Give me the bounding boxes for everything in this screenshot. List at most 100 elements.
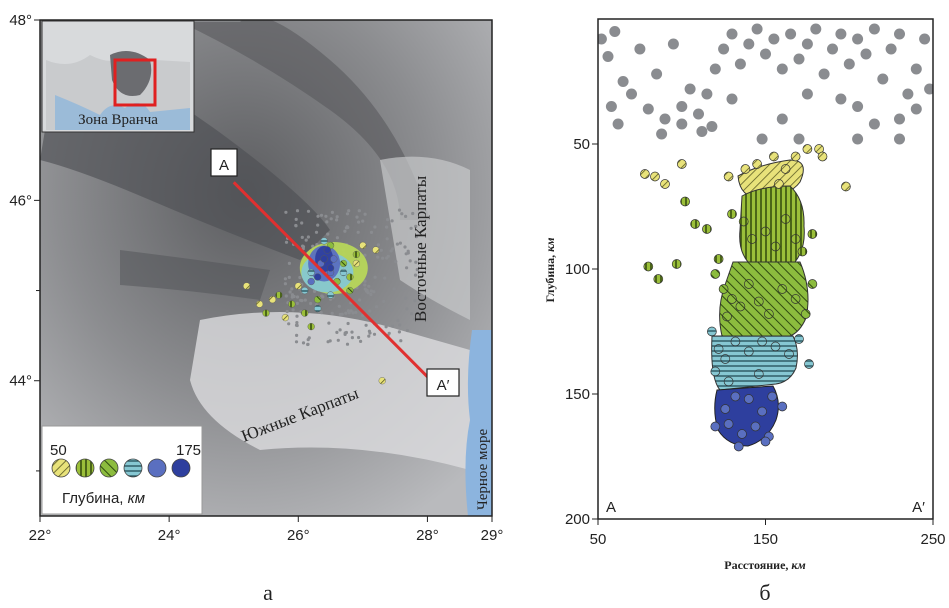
section-event-point (758, 337, 767, 346)
shallow-event-point (286, 310, 289, 313)
section-event-point (778, 402, 787, 411)
depth-legend: 50 175 Глубина, км (42, 426, 202, 514)
section-event-point (728, 295, 737, 304)
shallow-event-point (347, 209, 350, 212)
section-event-point (609, 26, 620, 37)
section-event-point (651, 69, 662, 80)
section-event-point (681, 197, 690, 206)
shallow-event-point (347, 322, 350, 325)
section-event-point (781, 215, 790, 224)
section-event-point (835, 29, 846, 40)
shallow-event-point (324, 215, 327, 218)
shallow-event-point (285, 294, 288, 297)
section-xlabel: Расстояние, км (724, 558, 805, 572)
section-event-point (785, 350, 794, 359)
shallow-event-point (290, 287, 293, 290)
shallow-event-point (299, 299, 302, 302)
section-event-point (835, 94, 846, 105)
shallow-event-point (344, 312, 347, 315)
depth-event-point (295, 283, 302, 290)
shallow-event-point (321, 295, 324, 298)
section-y-tick-label: 50 (573, 136, 590, 153)
inset-map: Зона Вранча (42, 21, 194, 132)
shallow-event-point (385, 256, 388, 259)
section-event-point (672, 260, 681, 269)
shallow-event-point (376, 256, 379, 259)
shallow-event-point (404, 297, 407, 300)
shallow-event-point (405, 307, 408, 310)
shallow-event-point (405, 252, 408, 255)
shallow-event-point (367, 335, 370, 338)
shallow-event-point (315, 231, 318, 234)
section-event-point (710, 64, 721, 75)
section-event-point (894, 134, 905, 145)
shallow-event-point (368, 310, 371, 313)
section-event-point (718, 44, 729, 55)
section-event-point (728, 210, 737, 219)
shallow-event-point (306, 343, 309, 346)
section-event-point (869, 119, 880, 130)
section-event-point (714, 255, 723, 264)
region-label-black-sea: Черное море (475, 428, 491, 510)
shallow-event-point (381, 257, 384, 260)
section-event-point (785, 29, 796, 40)
shallow-event-point (296, 295, 299, 298)
shallow-event-point (351, 336, 354, 339)
legend-swatch-75 (76, 459, 94, 477)
shallow-event-point (357, 231, 360, 234)
depth-event-point (301, 287, 308, 294)
section-event-point (805, 360, 814, 369)
shallow-event-point (370, 289, 373, 292)
depth-event-point (347, 274, 354, 281)
section-ylabel: Глубина, км (543, 238, 557, 303)
shallow-event-point (298, 276, 301, 279)
shallow-event-point (382, 300, 385, 303)
section-x-tick-label: 150 (753, 531, 778, 548)
section-event-point (744, 395, 753, 404)
section-event-point (618, 76, 629, 87)
shallow-event-point (309, 302, 312, 305)
legend-swatch-100 (100, 459, 118, 477)
section-event-point (802, 89, 813, 100)
section-event-point (707, 327, 716, 336)
section-event-point (810, 24, 821, 35)
shallow-event-point (335, 331, 338, 334)
shallow-event-point (336, 236, 339, 239)
shallow-event-point (325, 220, 328, 223)
shallow-event-point (386, 237, 389, 240)
depth-event-point (282, 314, 289, 321)
shallow-event-point (341, 313, 344, 316)
depth-event-point (347, 287, 354, 294)
section-corner-left: A (606, 499, 616, 516)
shallow-event-point (358, 209, 361, 212)
shallow-event-point (354, 311, 357, 314)
shallow-event-point (398, 330, 401, 333)
shallow-event-point (338, 305, 341, 308)
section-event-point (753, 160, 762, 169)
shallow-event-point (361, 220, 364, 223)
map-x-tick-label: 29° (481, 527, 504, 544)
inset-label: Зона Вранча (78, 112, 158, 128)
shallow-event-point (357, 336, 360, 339)
map-x-tick-label: 22° (29, 527, 52, 544)
depth-event-point (353, 251, 360, 258)
shallow-event-point (355, 216, 358, 219)
section-event-point (769, 152, 778, 161)
section-event-point (691, 220, 700, 229)
shallow-event-point (301, 236, 304, 239)
section-event-point (724, 377, 733, 386)
shallow-event-point (400, 212, 403, 215)
profile-start-marker: A (211, 149, 237, 176)
shallow-event-point (288, 276, 291, 279)
shallow-event-point (296, 209, 299, 212)
shallow-event-point (307, 235, 310, 238)
depth-event-point (308, 323, 315, 330)
section-event-point (877, 74, 888, 85)
shallow-event-point (357, 221, 360, 224)
section-event-point (677, 160, 686, 169)
section-event-point (660, 114, 671, 125)
shallow-event-point (383, 277, 386, 280)
depth-event-point (263, 310, 270, 317)
section-event-point (803, 145, 812, 154)
section-event-point (693, 109, 704, 120)
